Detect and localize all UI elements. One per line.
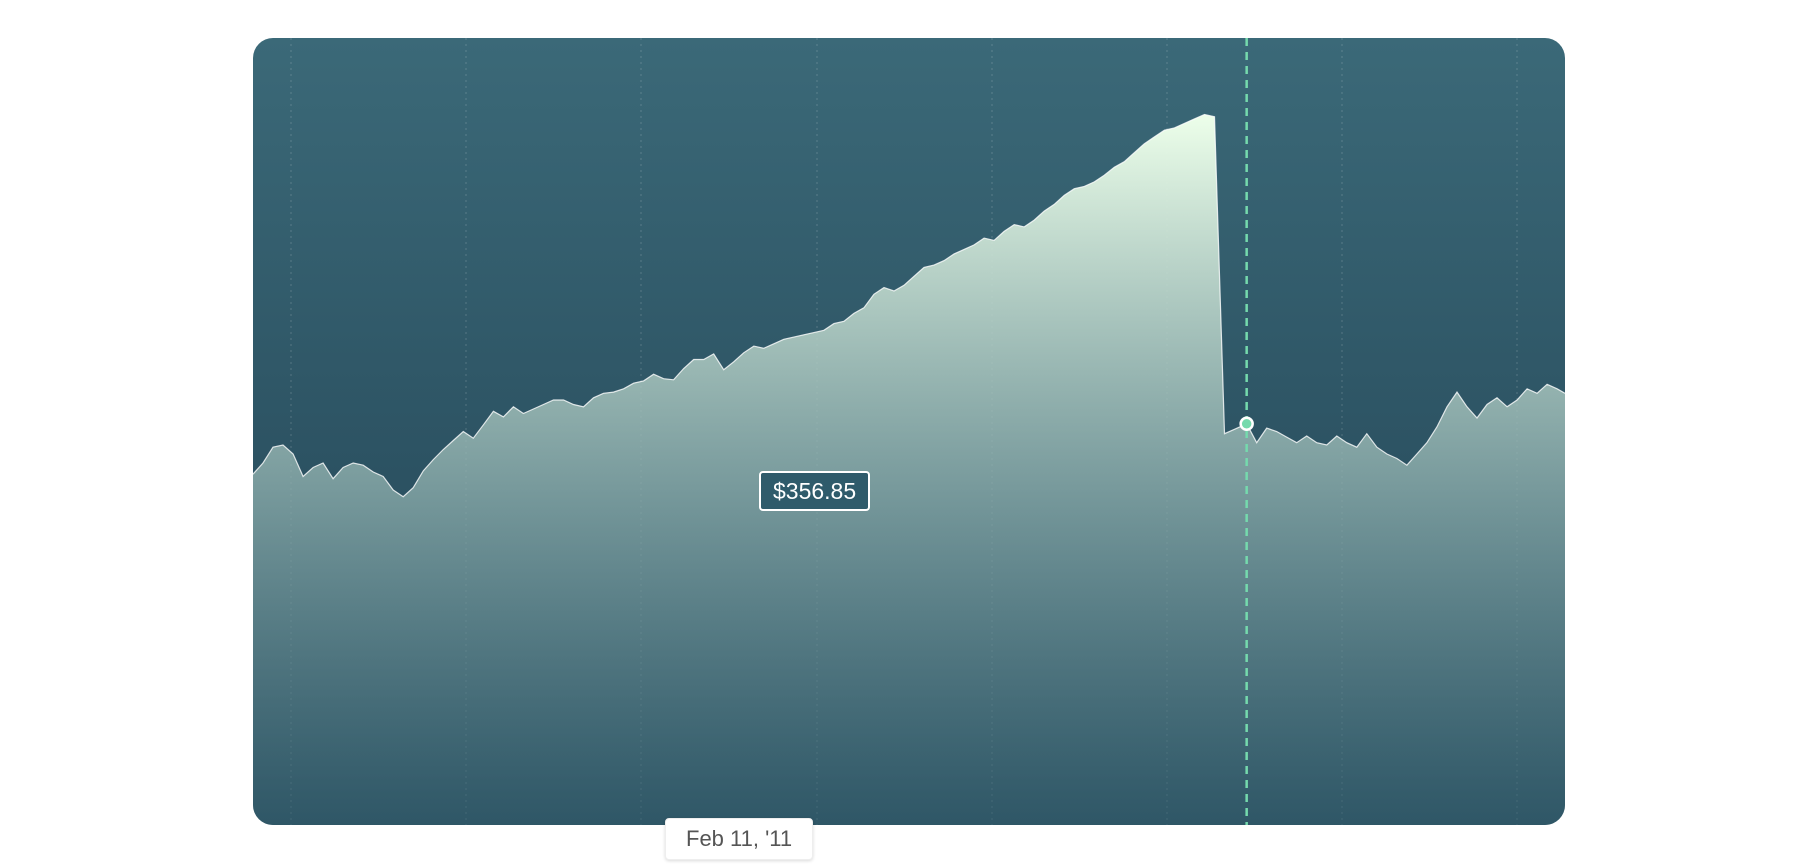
area-chart[interactable] xyxy=(253,38,1565,825)
value-tooltip: $356.85 xyxy=(759,471,871,511)
date-tooltip: Feb 11, '11 xyxy=(665,818,814,860)
area-fill xyxy=(253,114,1565,825)
crosshair-point xyxy=(1239,416,1254,432)
chart-card[interactable] xyxy=(253,38,1565,825)
series-line xyxy=(253,113,1565,498)
